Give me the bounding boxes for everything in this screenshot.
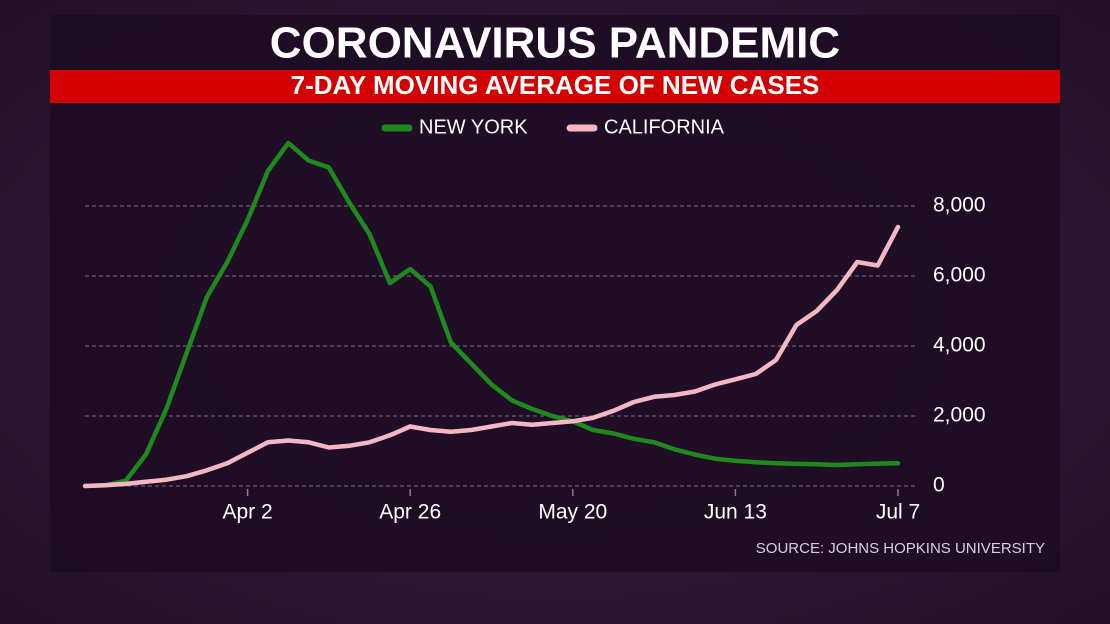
series-line [82, 140, 901, 489]
x-tick-label: Apr 26 [379, 501, 441, 524]
y-tick-label: 4,000 [933, 334, 986, 357]
chart-title: CORONAVIRUS PANDEMIC [270, 19, 840, 68]
y-tick-label: 0 [933, 474, 945, 497]
legend-label: NEW YORK [419, 116, 528, 138]
series-line [82, 224, 901, 489]
chart-subtitle: 7-DAY MOVING AVERAGE OF NEW CASES [291, 70, 820, 100]
x-tick-label: May 20 [538, 501, 607, 524]
x-tick-label: Jun 13 [704, 501, 767, 524]
panel [50, 15, 1060, 572]
subtitle-banner [50, 70, 1060, 103]
source: SOURCE: JOHNS HOPKINS UNIVERSITY [756, 540, 1045, 557]
x-tick-label: Apr 2 [222, 501, 272, 524]
x-tick-label: Jul 7 [876, 501, 920, 524]
y-tick-label: 2,000 [933, 404, 986, 427]
y-tick-label: 6,000 [933, 264, 986, 287]
legend-label: CALIFORNIA [604, 116, 725, 138]
y-tick-label: 8,000 [933, 194, 986, 217]
